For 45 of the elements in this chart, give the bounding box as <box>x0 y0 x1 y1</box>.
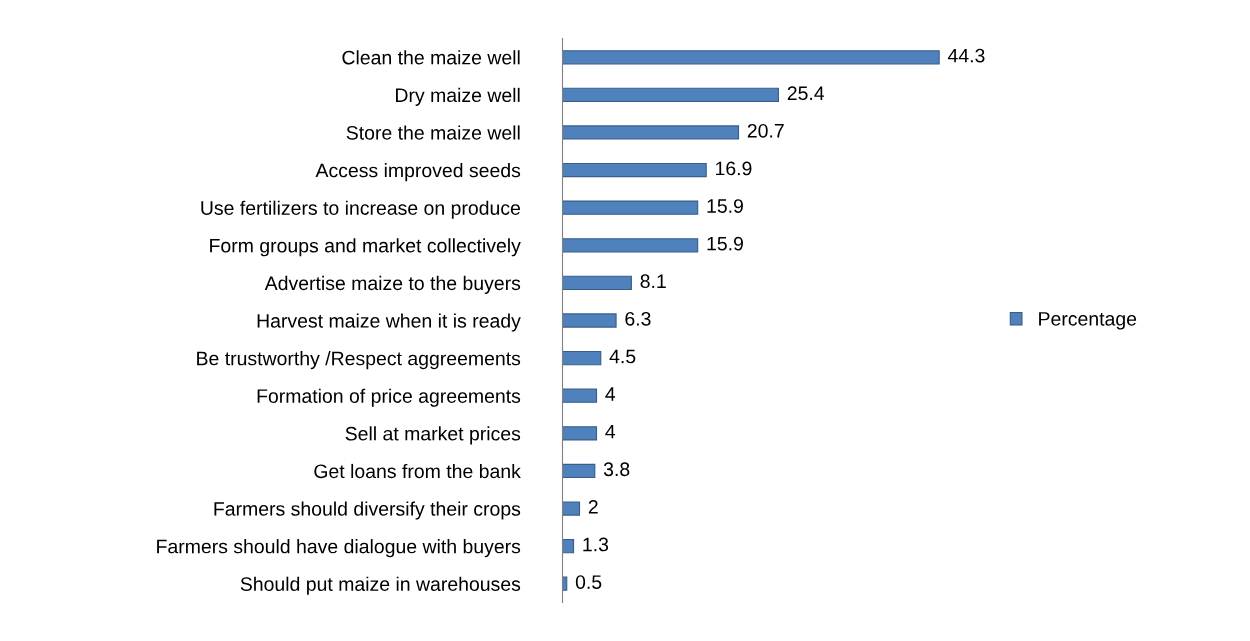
bar <box>562 463 596 479</box>
data-label: 4.5 <box>609 349 636 364</box>
bar <box>562 350 602 366</box>
bar <box>562 87 780 103</box>
data-label: 20.7 <box>747 123 784 138</box>
data-label: 4 <box>605 387 616 401</box>
y-tick-label: Get loans from the bank <box>314 463 521 479</box>
bar <box>562 125 740 140</box>
data-label: 25.4 <box>787 86 825 101</box>
y-tick-label: Sell at market prices <box>345 426 521 445</box>
bar <box>562 501 581 516</box>
bar <box>562 388 598 403</box>
y-tick-label: Farmers should have dialogue with buyers <box>157 539 521 558</box>
y-tick-label: Use fertilizers to increase on produce <box>201 200 520 219</box>
bar <box>562 538 575 554</box>
y-tick-label: Farmers should diversify their crops <box>214 501 521 520</box>
y-tick-label: Advertise maize to the buyers <box>264 275 521 294</box>
data-label: 2 <box>588 499 598 514</box>
bar <box>562 162 707 178</box>
data-label: 15.9 <box>707 199 743 213</box>
legend-label: Percentage <box>1039 312 1137 330</box>
bar <box>562 50 940 65</box>
data-label: 3.8 <box>603 462 630 477</box>
y-tick-label: Formation of price agreements <box>257 388 521 407</box>
bar <box>562 238 699 253</box>
data-label: 44.3 <box>947 48 985 63</box>
data-label: 1.3 <box>583 537 609 552</box>
data-label: 0.5 <box>575 575 602 589</box>
y-tick-label: Store the maize well <box>346 125 520 140</box>
bar <box>562 200 699 215</box>
y-tick-label: Be trustworthy /Respect aggreements <box>197 351 521 370</box>
y-tick-label: Form groups and market collectively <box>210 238 521 257</box>
bar <box>562 426 598 441</box>
y-tick-label: Should put maize in warehouses <box>240 576 521 595</box>
bar <box>562 275 632 291</box>
data-label: 6.3 <box>625 311 651 326</box>
data-label: 15.9 <box>707 236 743 251</box>
data-label: 8.1 <box>640 274 666 289</box>
y-tick-label: Clean the maize well <box>342 50 520 65</box>
y-tick-label: Dry maize well <box>396 87 520 106</box>
y-tick-label: Access improved seeds <box>315 163 521 182</box>
bar <box>562 313 617 328</box>
y-tick-label: Harvest maize when it is ready <box>257 313 521 332</box>
data-label: 16.9 <box>716 161 752 176</box>
data-label: 4 <box>605 424 616 439</box>
